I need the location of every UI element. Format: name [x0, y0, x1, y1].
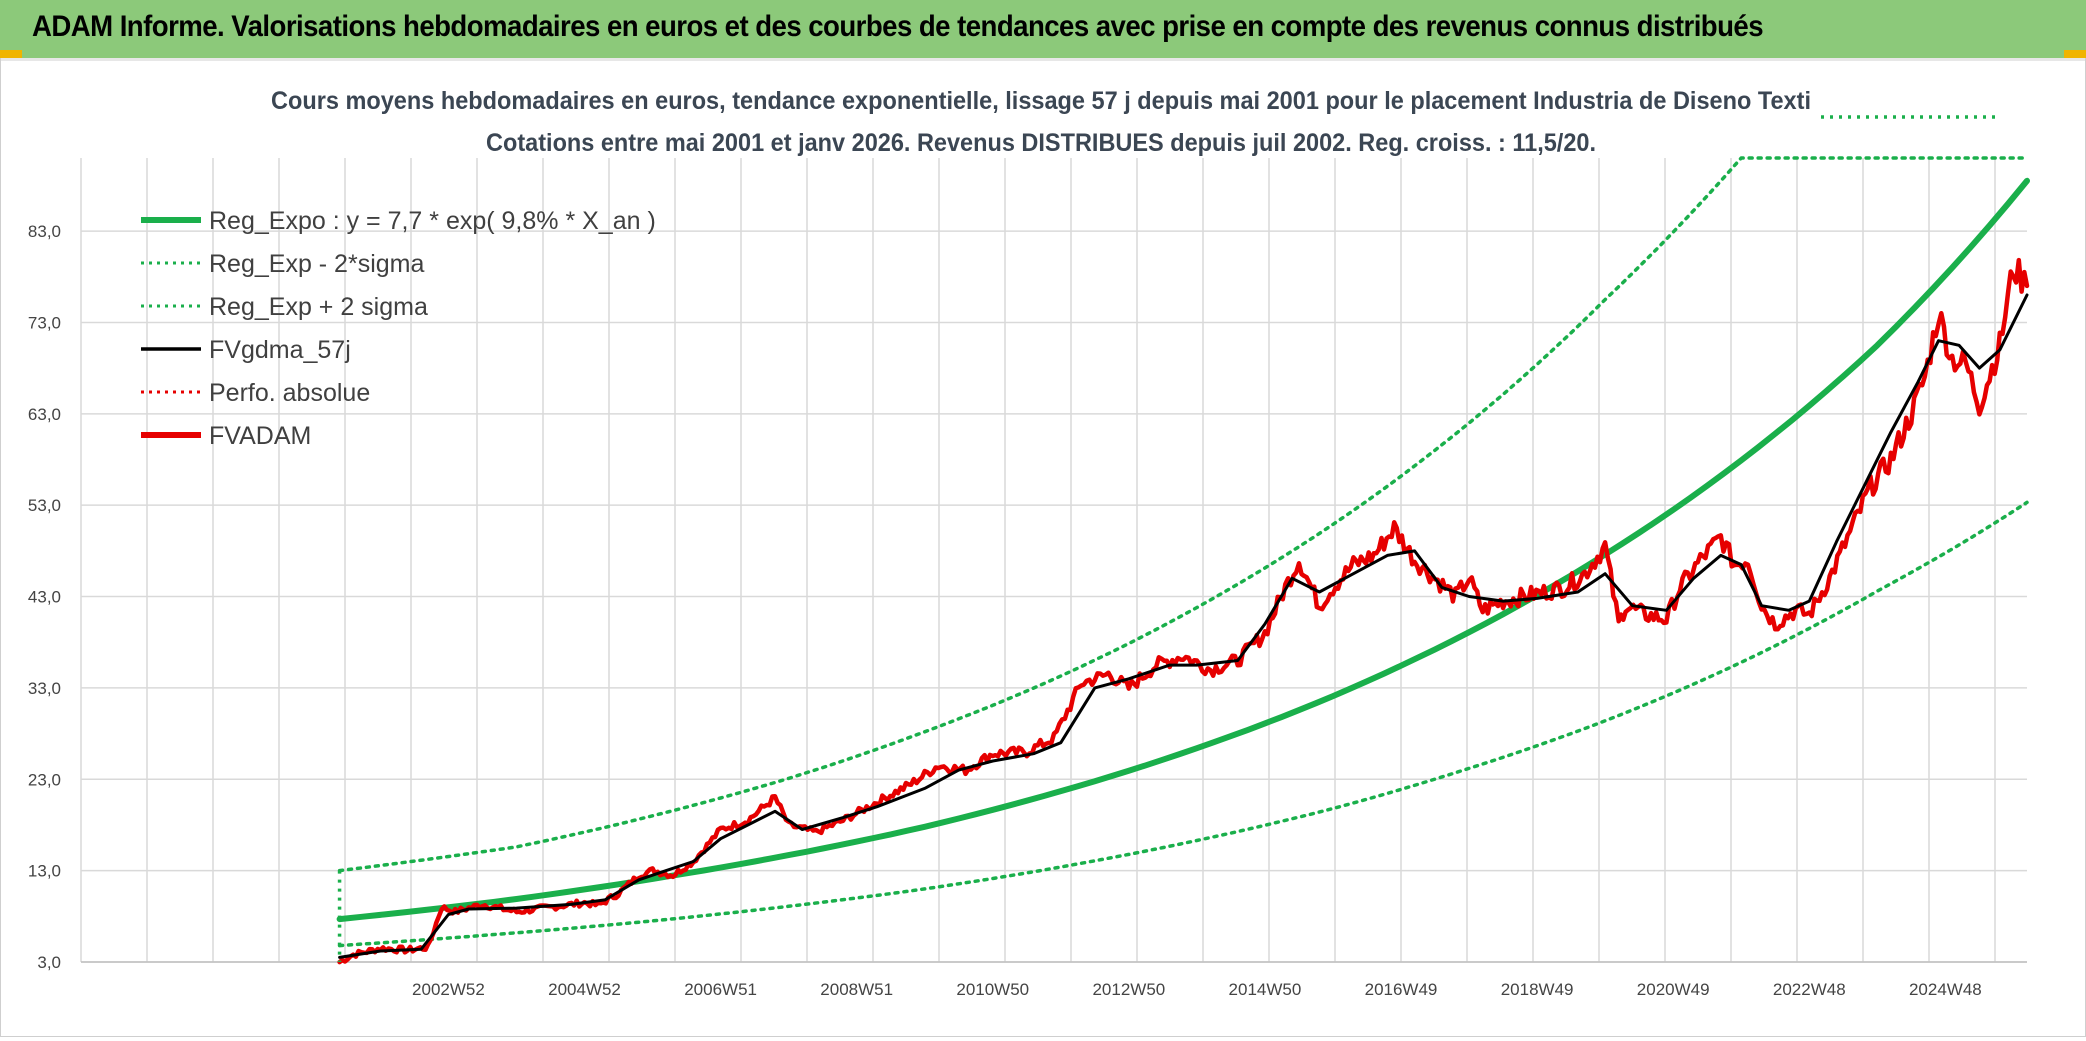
y-tick-label: 43,0 — [28, 588, 61, 607]
y-tick-label: 83,0 — [28, 222, 61, 241]
legend-label-fvgdma: FVgdma_57j — [209, 336, 351, 364]
legend: Reg_Expo : y = 7,7 * exp( 9,8% * X_an ) R… — [141, 207, 656, 450]
y-tick-label: 13,0 — [28, 862, 61, 881]
series-line-reg-expo — [336, 177, 2030, 923]
x-tick-label: 2024W48 — [1909, 980, 1982, 999]
series-line-reg-exp-2-sigma — [337, 156, 2029, 873]
header-corner-right — [2064, 50, 2086, 58]
y-tick-label: 33,0 — [28, 679, 61, 698]
grid — [80, 158, 2027, 963]
legend-label-reg_plus: Reg_Exp + 2 sigma — [209, 293, 428, 321]
series-line-fvadam — [337, 257, 2030, 965]
x-tick-label: 2006W51 — [684, 980, 757, 999]
legend-label-reg_expo: Reg_Expo : y = 7,7 * exp( 9,8% * X_an ) — [209, 207, 656, 235]
series-line-reg-exp-2-sigma — [337, 500, 2029, 948]
x-tick-label: 2016W49 — [1365, 980, 1438, 999]
y-tick-label: 63,0 — [28, 405, 61, 424]
page-title: ADAM Informe. Valorisations hebdomadaire… — [32, 10, 1764, 43]
x-tick-label: 2020W49 — [1637, 980, 1710, 999]
x-tick-label: 2008W51 — [820, 980, 893, 999]
x-axis: 2002W52 2004W52 2006W51 2008W51 2010W50 2012W… — [81, 961, 2027, 999]
x-tick-label: 2010W50 — [956, 980, 1029, 999]
y-tick-label: 53,0 — [28, 496, 61, 515]
header-bar: ADAM Informe. Valorisations hebdomadaire… — [0, 0, 2086, 61]
series-line-fvgdma-57j — [338, 293, 2029, 959]
legend-label-fvadam: FVADAM — [209, 422, 311, 450]
x-tick-label: 2022W48 — [1773, 980, 1846, 999]
chart-subtitle: Cotations entre mai 2001 et janv 2026. R… — [486, 129, 1596, 157]
x-tick-label: 2002W52 — [412, 980, 485, 999]
chart: 3,0 13,0 23,0 33,0 43,0 53,0 63,0 73,0 83,0 2002… — [28, 87, 2030, 999]
y-tick-label: 73,0 — [28, 313, 61, 332]
series-lines — [336, 115, 2030, 965]
chart-frame: 3,0 13,0 23,0 33,0 43,0 53,0 63,0 73,0 83,0 2002… — [0, 58, 2086, 1037]
x-tick-label: 2012W50 — [1092, 980, 1165, 999]
x-tick-label: 2018W49 — [1501, 980, 1574, 999]
chart-title: Cours moyens hebdomadaires en euros, ten… — [271, 87, 1811, 115]
y-axis: 3,0 13,0 23,0 33,0 43,0 53,0 63,0 73,0 83,0 — [28, 222, 61, 972]
header-corner-left — [0, 50, 22, 58]
y-tick-label: 23,0 — [28, 770, 61, 789]
x-tick-label: 2014W50 — [1229, 980, 1302, 999]
y-tick-label: 3,0 — [37, 953, 61, 972]
x-tick-label: 2004W52 — [548, 980, 621, 999]
legend-label-reg_minus: Reg_Exp - 2*sigma — [209, 250, 424, 278]
legend-label-perfo: Perfo. absolue — [209, 379, 370, 407]
